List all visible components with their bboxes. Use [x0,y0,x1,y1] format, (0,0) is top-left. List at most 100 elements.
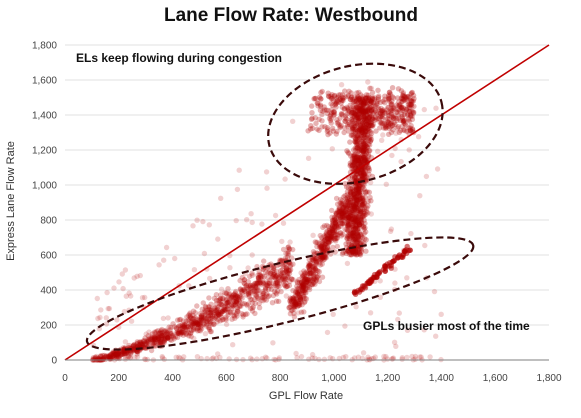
scatter-point [365,119,372,125]
scatter-point [134,273,140,279]
scatter-point [354,114,361,121]
scatter-point [333,101,339,107]
scatter-point [255,290,261,297]
scatter-point [362,204,368,211]
scatter-point [356,211,363,217]
scatter-point [349,249,356,255]
scatter-point [233,217,239,224]
scatter-point [216,312,222,318]
scatter-point [385,104,392,111]
scatter-point [150,340,156,346]
scatter-point [328,229,335,236]
scatter-point [389,98,395,105]
scatter-point [323,232,329,238]
scatter-point [355,251,361,258]
scatter-point [178,323,184,329]
scatter-point [355,94,362,101]
scatter-point [340,231,346,237]
scatter-point [361,121,368,128]
scatter-point [221,306,228,313]
scatter-point [367,147,373,154]
scatter-point [335,218,341,224]
scatter-point [305,277,311,283]
scatter-point [342,115,349,121]
scatter-point [361,155,367,161]
scatter-point [351,206,357,213]
scatter-point [364,189,370,195]
scatter-point [328,95,334,102]
scatter-point [356,110,362,117]
scatter-point [408,122,414,129]
scatter-point [183,326,190,333]
scatter-point [254,295,261,301]
scatter-point [353,198,360,204]
scatter-point [328,110,335,116]
scatter-point [335,225,342,231]
scatter-point [365,210,371,216]
scatter-point [352,123,358,129]
scatter-point [164,335,171,341]
scatter-point [344,260,351,267]
scatter-point [340,249,346,255]
x-tick-label: 400 [164,373,181,384]
scatter-point [264,282,270,289]
scatter-point [381,121,387,127]
scatter-point [219,302,225,308]
scatter-point [360,98,366,104]
scatter-point [348,190,354,197]
scatter-point [299,281,306,287]
scatter-point [240,312,246,318]
scatter-point [336,92,342,98]
scatter-point [228,295,235,302]
scatter-point [282,275,289,282]
scatter-point [342,226,348,233]
scatter-point [366,115,372,121]
scatter-point [355,234,362,240]
scatter-point [155,334,161,341]
scatter-point [201,250,208,257]
scatter-point [332,220,338,226]
scatter-point [345,247,351,254]
scatter-point [362,189,369,195]
scatter-point [119,351,125,357]
scatter-point [297,296,304,302]
scatter-point [176,330,183,336]
scatter-point [140,342,146,349]
scatter-point [359,96,365,103]
scatter-point [355,247,361,254]
scatter-point [242,311,249,317]
scatter-point [333,99,339,105]
scatter-point [390,115,397,121]
scatter-point [395,103,402,109]
scatter-point [361,213,367,219]
scatter-point [214,319,220,325]
scatter-point [104,289,110,296]
scatter-point [366,189,372,195]
scatter-point [340,97,346,104]
scatter-point [333,104,339,110]
scatter-point [289,255,295,261]
scatter-point [351,195,358,202]
scatter-point [116,279,122,285]
scatter-point [245,287,252,293]
scatter-point [224,303,230,309]
scatter-point [121,346,127,352]
scatter-point [283,250,289,257]
scatter-point [367,98,373,104]
scatter-point [337,209,344,215]
scatter-point [135,348,141,355]
scatter-point [141,345,147,351]
scatter-point [256,277,262,283]
scatter-point [298,283,305,290]
scatter-point [355,229,361,235]
scatter-point [253,288,259,295]
scatter-point [220,295,226,301]
scatter-point [400,89,407,96]
scatter-point [341,204,347,210]
scatter-point [341,125,348,131]
scatter-point [301,277,308,284]
scatter-point [358,208,364,215]
scatter-point [207,312,214,319]
scatter-point [360,94,366,100]
scatter-point [366,96,372,102]
